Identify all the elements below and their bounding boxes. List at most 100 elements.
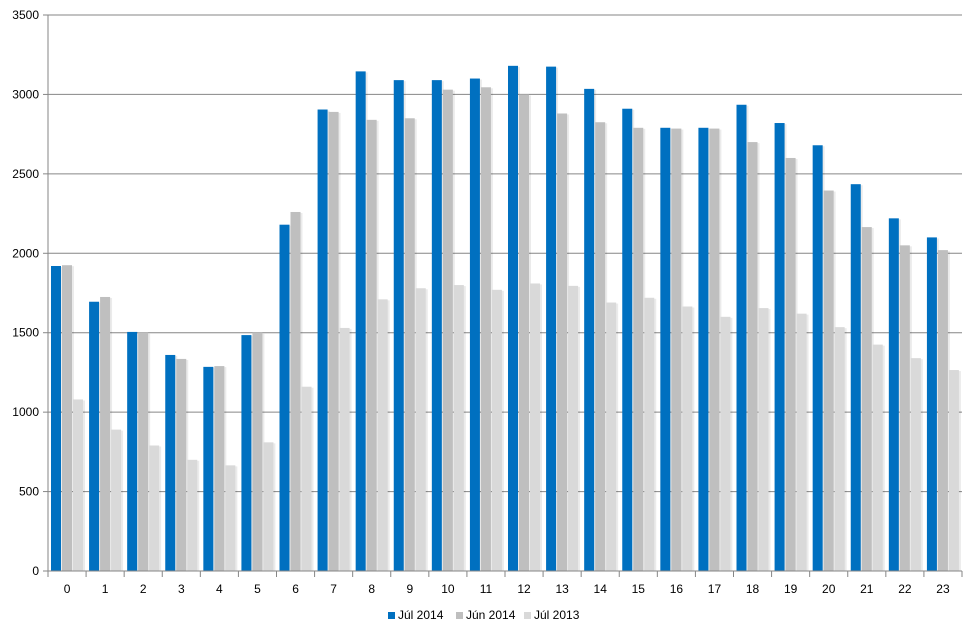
bar-júl-2013-9 — [415, 288, 426, 571]
x-tick-label: 2 — [140, 582, 147, 596]
x-tick-label: 8 — [368, 582, 375, 596]
bar-júl-2014-14 — [584, 88, 595, 572]
bar-júl-2013-21 — [872, 344, 883, 571]
bar-jún-2014-11 — [480, 87, 491, 571]
y-tick-label: 2000 — [12, 246, 39, 260]
x-tick-label: 13 — [555, 582, 569, 596]
y-tick-label: 0 — [32, 564, 39, 578]
x-tick-label: 6 — [292, 582, 299, 596]
legend-swatch — [388, 612, 395, 619]
y-axis: 0 500 1000 1500 2000 2500 3000 3500 — [12, 8, 49, 578]
bar-júl-2014-8 — [355, 71, 366, 571]
bar-júl-2013-23 — [948, 370, 959, 571]
bar-jún-2014-14 — [595, 122, 606, 571]
bar-jún-2014-7 — [328, 111, 339, 571]
legend-label: Júl 2014 — [398, 608, 444, 622]
legend-item: Jún 2014 — [456, 608, 516, 622]
bar-júl-2013-22 — [910, 358, 921, 571]
bar-júl-2013-18 — [758, 308, 769, 571]
bar-júl-2014-4 — [203, 366, 214, 571]
bar-júl-2014-22 — [888, 218, 899, 571]
bar-júl-2013-6 — [301, 386, 312, 571]
bar-júl-2014-15 — [622, 108, 633, 572]
x-tick-label: 11 — [480, 582, 493, 596]
bar-júl-2014-23 — [926, 237, 937, 571]
legend-label: Jún 2014 — [466, 608, 516, 622]
bar-jún-2014-0 — [62, 265, 72, 571]
legend-label: Júl 2013 — [534, 608, 580, 622]
x-tick-label: 10 — [441, 582, 455, 596]
bar-júl-2013-20 — [834, 327, 845, 571]
y-tick-label: 500 — [19, 485, 39, 499]
bar-júl-2014-18 — [736, 104, 747, 572]
x-tick-label: 15 — [632, 582, 646, 596]
y-tick-label: 3000 — [12, 87, 39, 101]
bar-júl-2013-2 — [149, 445, 160, 571]
bar-júl-2013-15 — [644, 297, 655, 571]
x-tick-label: 12 — [517, 582, 531, 596]
bar-júl-2013-17 — [720, 316, 731, 571]
bar-júl-2014-13 — [546, 66, 557, 571]
x-axis: 0 1 2 3 4 5 6 7 8 9 10 11 12 13 14 15 16 17 18 19 20 21 22 23 — [47, 570, 963, 596]
x-tick-label: 7 — [330, 582, 337, 596]
bar-júl-2014-17 — [698, 127, 709, 571]
bar-júl-2013-4 — [225, 465, 236, 571]
bar-júl-2013-3 — [187, 459, 198, 571]
bar-júl-2013-14 — [606, 302, 617, 571]
bar-jún-2014-4 — [214, 366, 225, 571]
gridlines — [48, 14, 962, 493]
x-tick-label: 23 — [936, 582, 950, 596]
bar-jún-2014-15 — [633, 127, 644, 571]
bar-jún-2014-16 — [671, 128, 682, 571]
bar-jún-2014-3 — [176, 358, 187, 571]
bar-júl-2013-5 — [263, 442, 274, 571]
bar-júl-2013-11 — [491, 289, 502, 571]
bar-júl-2013-16 — [682, 306, 693, 571]
y-tick-label: 3500 — [12, 8, 39, 22]
bar-jún-2014-12 — [519, 94, 529, 571]
bar-júl-2014-16 — [660, 127, 671, 571]
bar-júl-2013-7 — [339, 327, 350, 571]
legend-item: Júl 2014 — [388, 608, 444, 622]
bar-jún-2014-18 — [747, 142, 758, 572]
bar-jún-2014-23 — [937, 250, 948, 571]
x-tick-label: 16 — [670, 582, 684, 596]
x-tick-label: 9 — [406, 582, 413, 596]
bar-jún-2014-1 — [100, 296, 111, 571]
bar-júl-2013-10 — [453, 285, 464, 571]
y-tick-label: 2500 — [12, 167, 39, 181]
bar-júl-2014-7 — [317, 109, 328, 572]
bar-júl-2014-10 — [431, 80, 442, 571]
x-tick-label: 0 — [64, 582, 71, 596]
bar-jún-2014-10 — [442, 89, 453, 572]
x-tick-label: 14 — [594, 582, 608, 596]
bar-júl-2014-3 — [165, 354, 176, 571]
x-tick-label: 1 — [102, 582, 109, 596]
bar-jún-2014-13 — [557, 113, 568, 572]
bar-júl-2014-5 — [241, 335, 252, 571]
bar-júl-2013-12 — [530, 283, 540, 571]
bar-júl-2013-8 — [377, 299, 388, 571]
bar-júl-2014-12 — [508, 65, 518, 571]
bar-júl-2013-13 — [568, 285, 579, 571]
bar-júl-2014-20 — [812, 145, 823, 571]
bar-jún-2014-22 — [899, 245, 910, 572]
bar-júl-2014-0 — [51, 265, 61, 571]
bar-jún-2014-2 — [138, 332, 149, 571]
bar-júl-2014-1 — [89, 301, 100, 571]
bar-júl-2013-0 — [73, 399, 83, 571]
bar-jún-2014-17 — [709, 128, 720, 571]
bar-júl-2013-19 — [796, 313, 807, 571]
bar-júl-2014-2 — [127, 331, 138, 571]
x-tick-label: 22 — [898, 582, 912, 596]
bar-júl-2014-11 — [469, 78, 480, 572]
bar-jún-2014-20 — [823, 190, 834, 571]
y-tick-label: 1000 — [12, 405, 39, 419]
bars — [51, 65, 961, 572]
bar-júl-2014-21 — [850, 184, 861, 571]
bar-júl-2013-1 — [111, 429, 122, 571]
x-tick-label: 17 — [708, 582, 722, 596]
legend-swatch — [456, 612, 463, 619]
legend-item: Júl 2013 — [524, 608, 580, 622]
bar-júl-2014-6 — [279, 224, 290, 572]
